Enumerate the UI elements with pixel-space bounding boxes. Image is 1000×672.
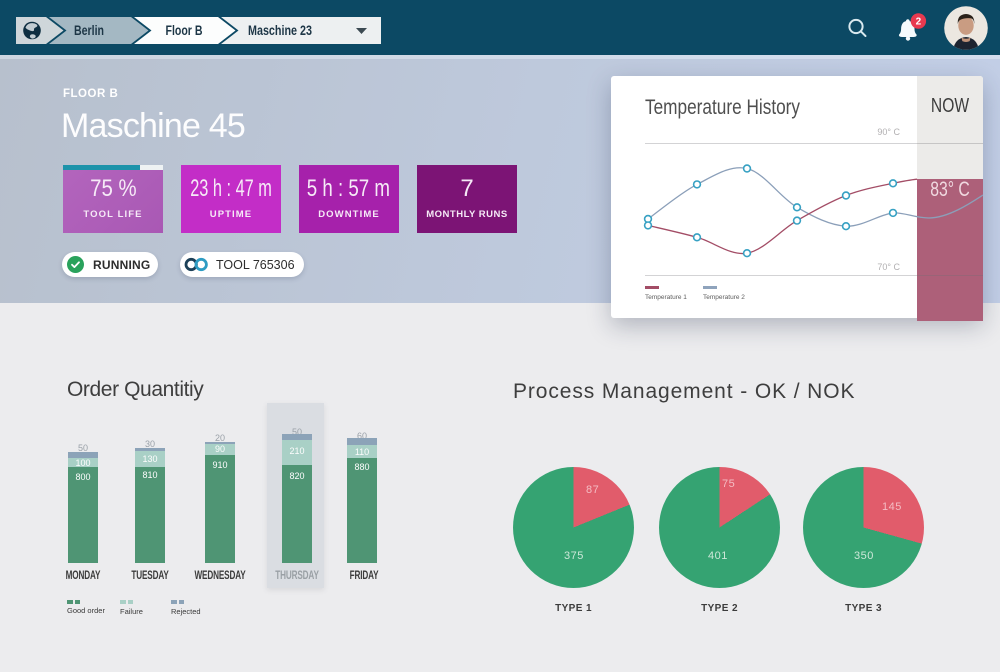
svg-text:Floor B: Floor B bbox=[166, 23, 203, 38]
svg-text:Maschine 23: Maschine 23 bbox=[248, 23, 312, 38]
svg-text:Berlin: Berlin bbox=[74, 23, 104, 38]
svg-text:2: 2 bbox=[916, 17, 922, 28]
